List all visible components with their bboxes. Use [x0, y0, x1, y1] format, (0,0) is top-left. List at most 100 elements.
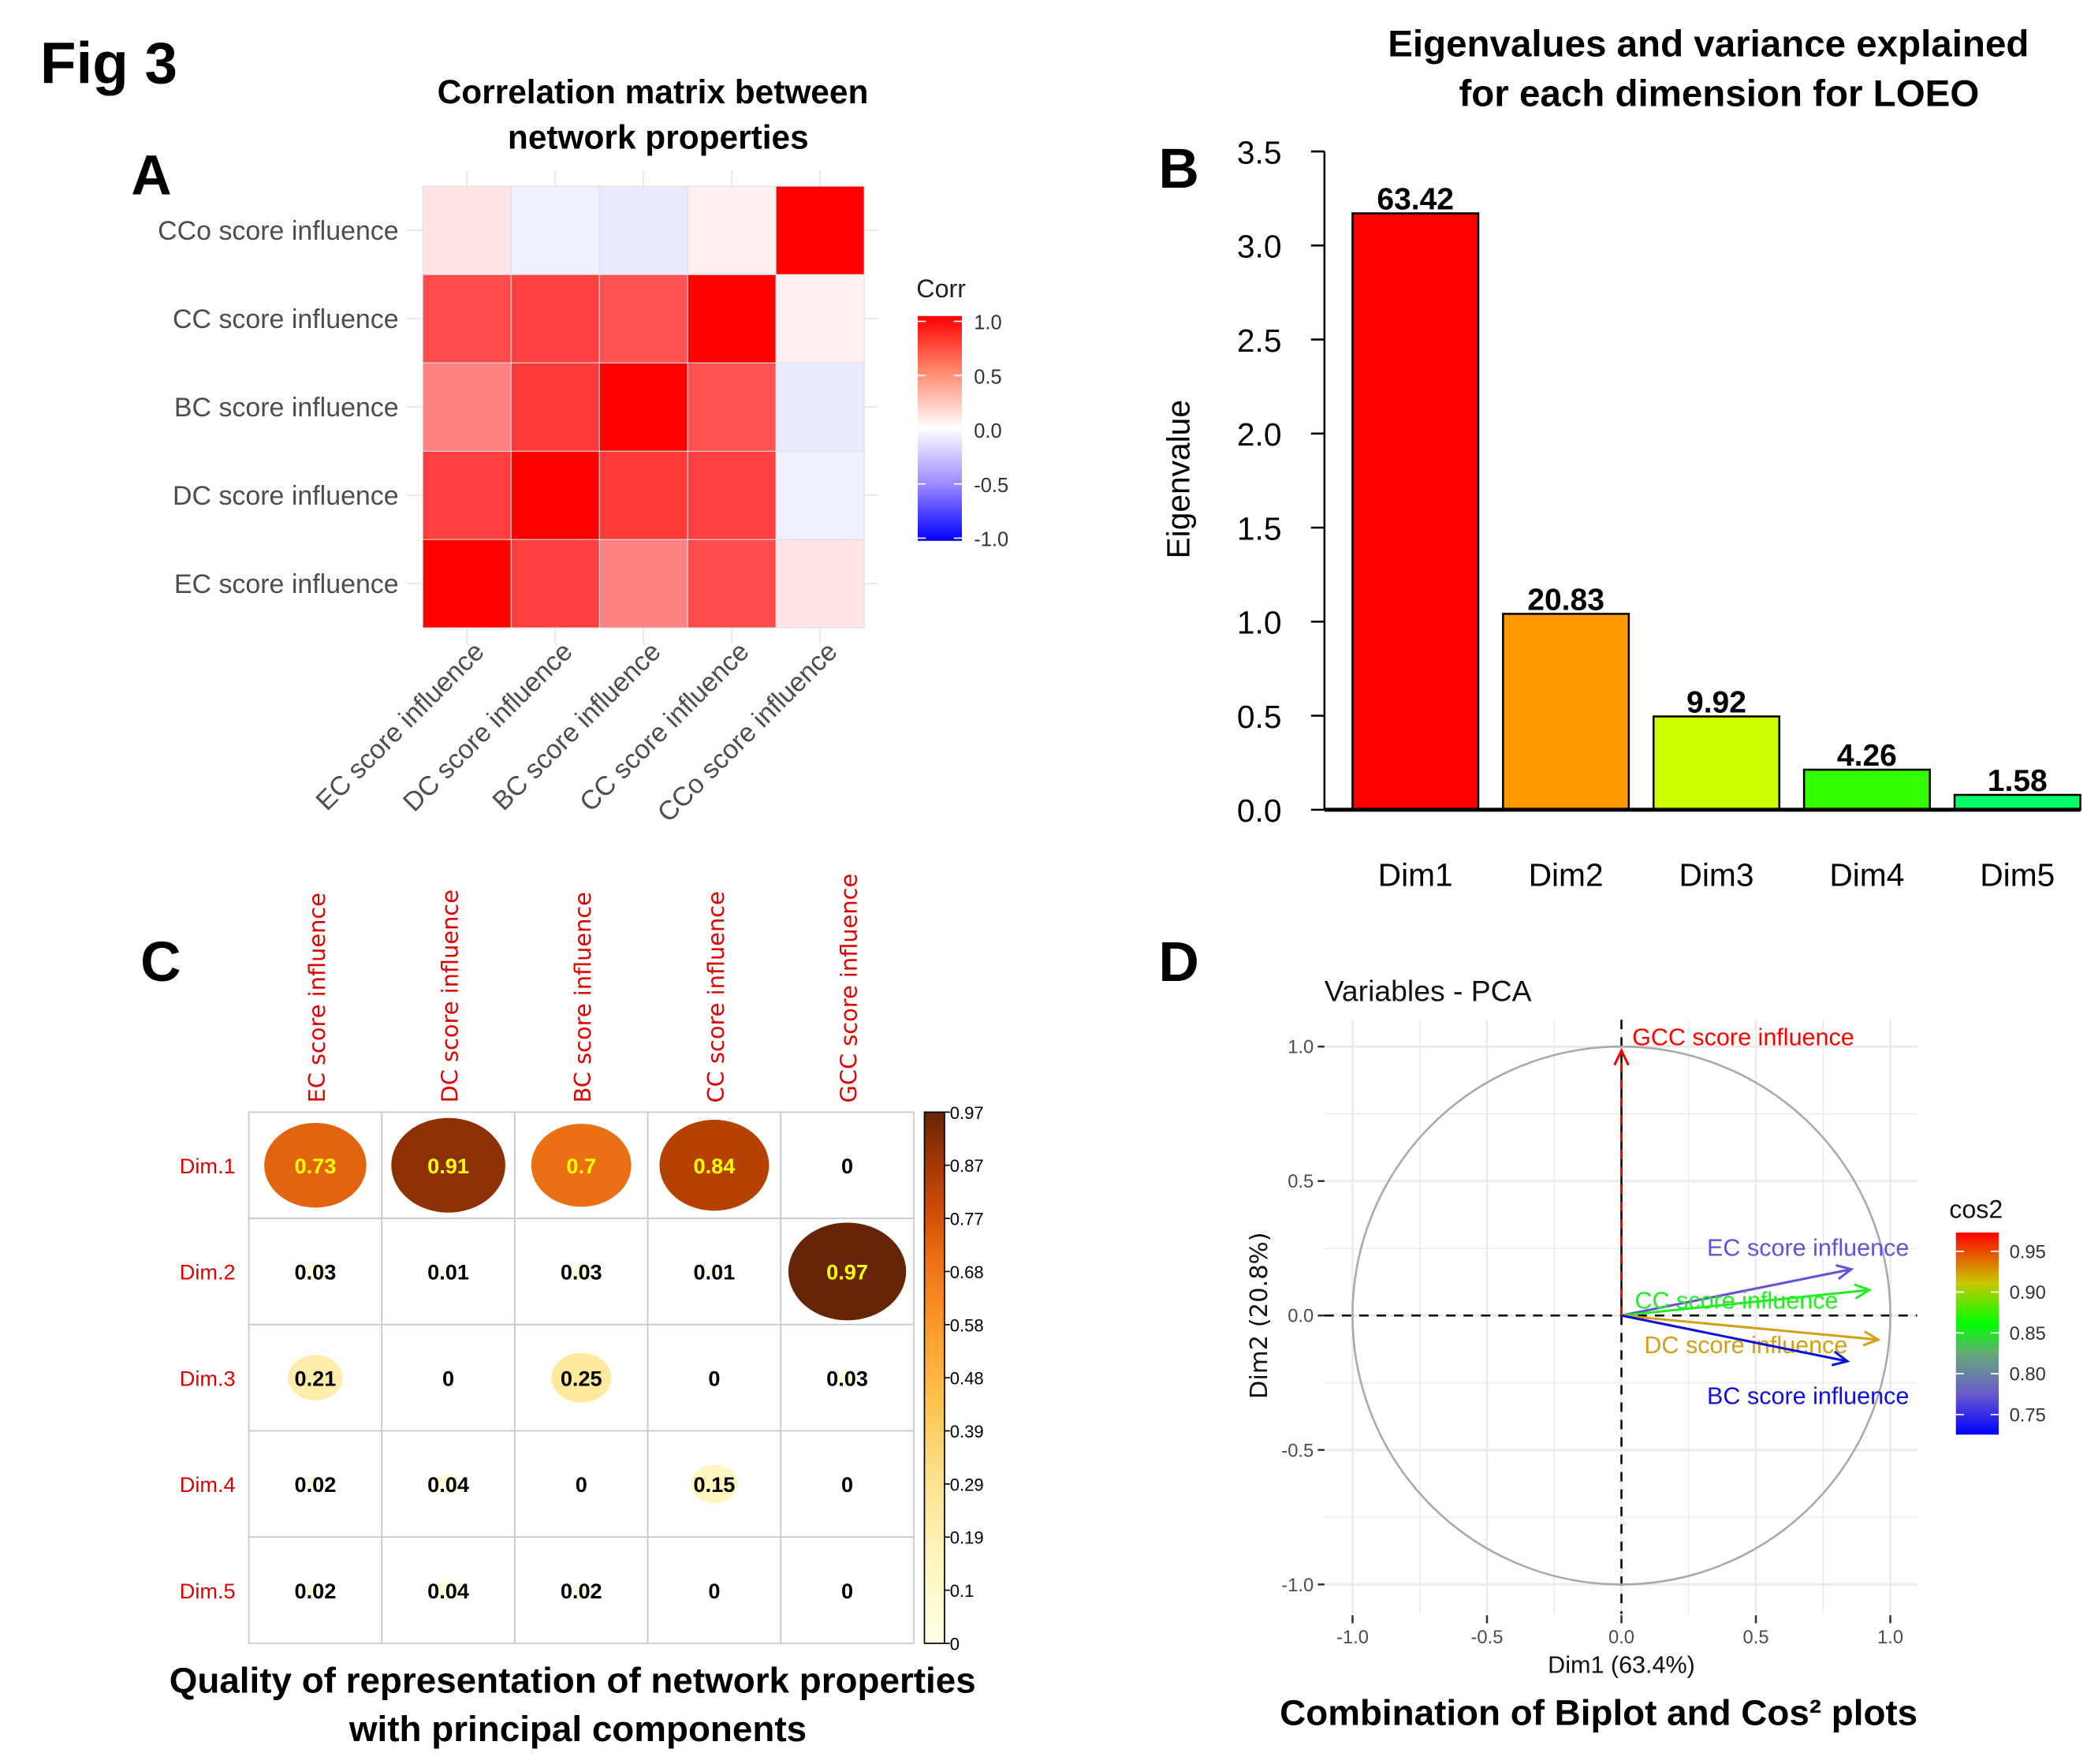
- x-tick-label: Dim1: [1378, 857, 1453, 893]
- y-tick-label: 3.0: [1237, 229, 1282, 265]
- quality-circle: [659, 1120, 770, 1211]
- quality-circle: [391, 1117, 505, 1213]
- cell-value-label: 0.91: [427, 1154, 469, 1178]
- quality-circle: [304, 1262, 326, 1281]
- heatmap-cell: [687, 185, 777, 275]
- legend-tick-label: 0.85: [2010, 1323, 2046, 1344]
- heatmap-cell: [775, 362, 865, 452]
- arrowhead: [1831, 1350, 1850, 1367]
- legend-tick-label: 0.75: [2010, 1404, 2046, 1426]
- panel-d-y-axis-label: Dim2 (20.8%): [1246, 1232, 1273, 1399]
- quality-circle: [837, 1369, 858, 1387]
- panel-a-legend-title: Corr: [916, 274, 966, 303]
- panel-label-a: A: [131, 144, 171, 207]
- cell-value-label: 0.01: [694, 1260, 736, 1285]
- quality-circle: [307, 1476, 324, 1491]
- cell-value-label: 0.25: [561, 1366, 602, 1390]
- legend-tick-label: -0.5: [974, 475, 1008, 497]
- heatmap-cell: [598, 362, 688, 452]
- heatmap-cell: [598, 539, 688, 628]
- heatmap-cell: [598, 185, 688, 275]
- cell-value-label: 0: [708, 1579, 720, 1603]
- panel-d-pca-variable-plot: D Variables - PCA GCC score influence EC …: [1158, 930, 2045, 1732]
- panel-b-title-line1: Eigenvalues and variance explained: [1388, 24, 2029, 65]
- x-tick-label: -1.0: [1336, 1627, 1369, 1648]
- x-tick-label: BC score influence: [486, 636, 666, 816]
- bar-data-label: 9.92: [1686, 685, 1746, 719]
- heatmap-cell: [775, 185, 865, 275]
- legend-tick-label: 0.0: [974, 420, 1001, 442]
- row-label: Dim.4: [180, 1472, 236, 1497]
- panel-d-legend-title: cos2: [1949, 1195, 2003, 1223]
- cell-value-label: 0.03: [295, 1260, 337, 1285]
- y-tick-label: 0.5: [1288, 1171, 1314, 1192]
- heatmap-cell: [422, 450, 512, 540]
- y-tick-label: 3.5: [1237, 134, 1282, 170]
- cell-value-label: 0.15: [694, 1472, 736, 1497]
- legend-tick-label: 0.80: [2010, 1364, 2046, 1385]
- legend-tick-label: 0.39: [950, 1422, 984, 1441]
- row-label: Dim.2: [180, 1260, 236, 1285]
- figure-label: Fig 3: [40, 30, 177, 96]
- panel-b-y-axis-label: Eigenvalue: [1160, 400, 1196, 558]
- column-label: DC score influence: [436, 889, 463, 1102]
- x-tick-label: DC score influence: [397, 636, 579, 818]
- panel-c-quality-corrplot: C EC score influence DC score influence BC…: [140, 874, 983, 1749]
- arrowhead: [1835, 1264, 1854, 1281]
- heatmap-cell: [598, 450, 688, 540]
- y-tick-label: 0.0: [1237, 792, 1282, 829]
- cell-value-label: 0.02: [295, 1579, 337, 1603]
- legend-tick-label: 0.87: [950, 1156, 984, 1176]
- x-tick-label: -0.5: [1471, 1627, 1504, 1648]
- x-tick-label: Dim3: [1679, 857, 1753, 893]
- heatmap-cell: [775, 450, 865, 540]
- panel-a-correlation-heatmap: A Correlation matrix between network pro…: [131, 73, 1008, 828]
- panel-c-caption-line1: Quality of representation of network pro…: [170, 1661, 976, 1701]
- column-label: GCC score influence: [835, 874, 862, 1103]
- cell-value-label: 0.03: [561, 1260, 602, 1285]
- y-tick-label: 0.0: [1288, 1306, 1314, 1327]
- bar-data-label: 1.58: [1988, 764, 2048, 798]
- cell-value-label: 0.01: [427, 1260, 469, 1285]
- heatmap-cell: [598, 274, 688, 364]
- heatmap-cell: [510, 362, 600, 452]
- variable-label: CC score influence: [1634, 1288, 1838, 1315]
- cell-value-label: 0.21: [295, 1366, 337, 1390]
- x-tick-label: 0.0: [1608, 1627, 1634, 1648]
- row-label: Dim.5: [180, 1579, 236, 1603]
- cell-value-label: 0.97: [826, 1260, 868, 1285]
- corrplot-cell: [647, 1323, 782, 1432]
- panel-label-b: B: [1158, 137, 1198, 200]
- quality-circle: [551, 1352, 612, 1403]
- quality-circle: [691, 1464, 738, 1504]
- panel-a-title-line1: Correlation matrix between: [438, 73, 869, 110]
- cell-value-label: 0: [442, 1366, 454, 1390]
- y-tick-label: 1.0: [1237, 605, 1282, 641]
- y-tick-label: EC score influence: [174, 569, 399, 599]
- column-label: BC score influence: [569, 892, 596, 1103]
- quality-circle: [436, 1474, 460, 1494]
- variable-label: EC score influence: [1707, 1235, 1909, 1262]
- legend-tick-label: 0.68: [950, 1262, 984, 1282]
- cell-value-label: 0.73: [295, 1154, 337, 1178]
- legend-tick-label: 1.0: [974, 312, 1001, 334]
- arrowhead: [1862, 1330, 1881, 1347]
- bar-data-label: 63.42: [1377, 182, 1454, 216]
- variable-label: GCC score influence: [1632, 1024, 1854, 1051]
- correlation-circle: [1351, 1045, 1891, 1586]
- y-tick-label: DC score influence: [173, 481, 399, 511]
- quality-circle: [531, 1124, 632, 1207]
- panel-label-c: C: [140, 930, 181, 994]
- x-tick-label: Dim2: [1529, 857, 1604, 893]
- legend-tick-label: 0.5: [974, 366, 1001, 388]
- y-tick-label: -0.5: [1281, 1440, 1314, 1461]
- cell-value-label: 0.84: [694, 1154, 736, 1178]
- quality-circle: [307, 1583, 324, 1598]
- quality-circle: [442, 1266, 455, 1277]
- heatmap-cell: [422, 539, 512, 628]
- legend-tick-label: 0.95: [2010, 1241, 2046, 1262]
- heatmap-cell: [422, 362, 512, 452]
- panel-a-legend-colorbar: [918, 315, 962, 541]
- bar-data-label: 4.26: [1837, 739, 1897, 773]
